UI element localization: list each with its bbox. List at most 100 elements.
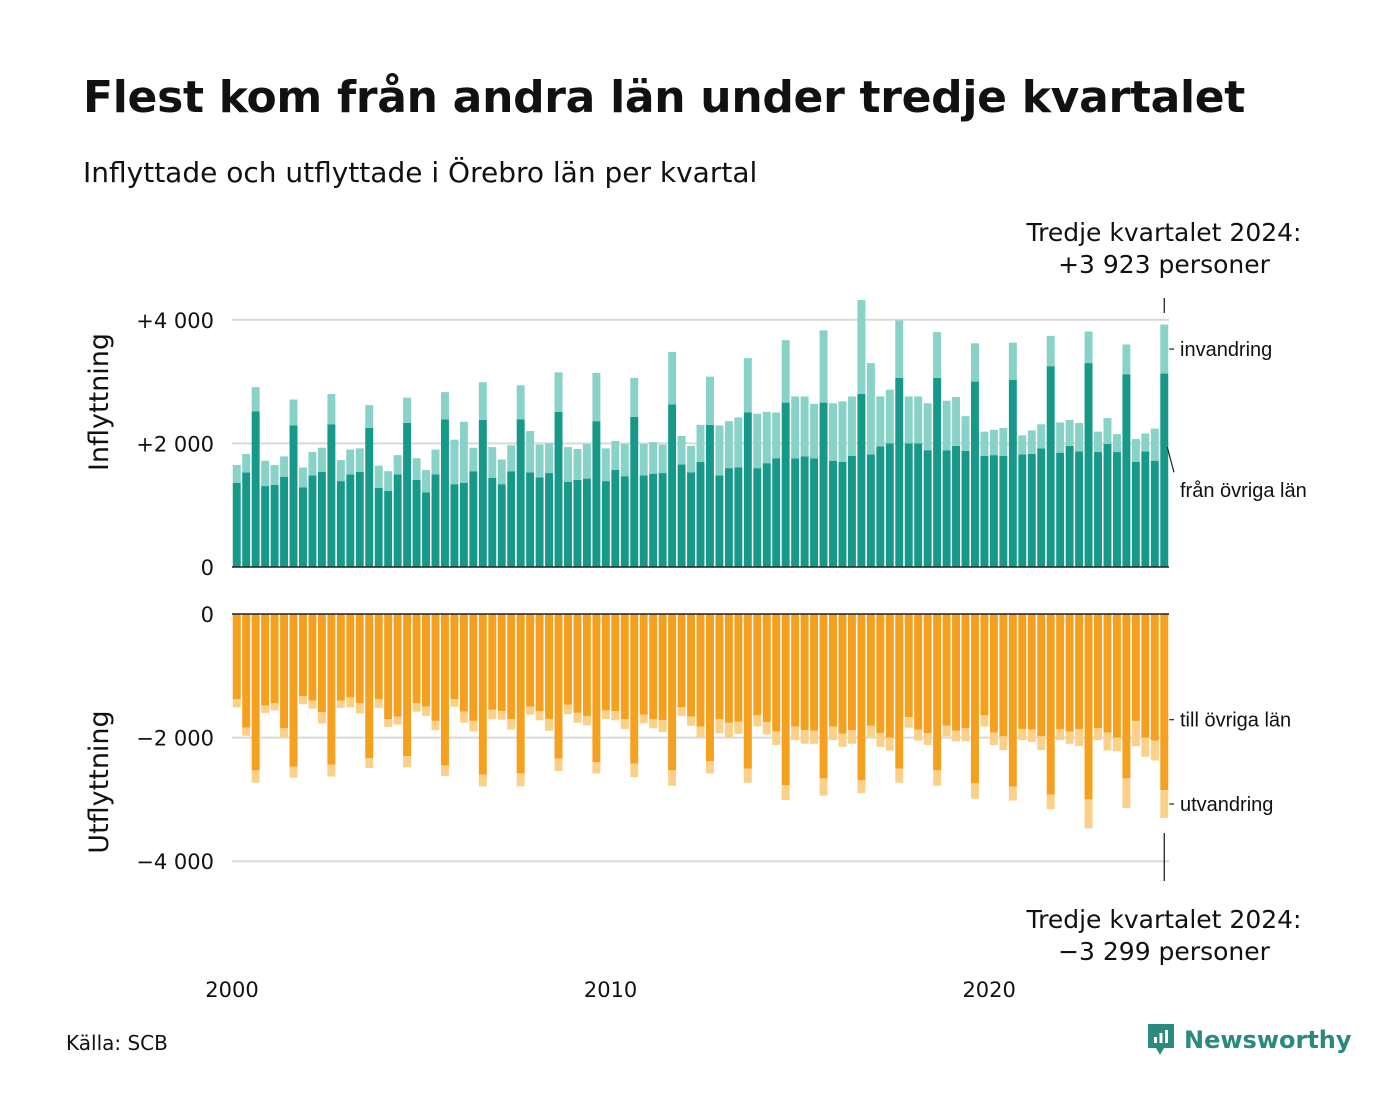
bar-fran-ovriga-lan — [970, 381, 979, 567]
y-tick-label-bottom: −2 000 — [136, 727, 214, 751]
bar-utvandring — [365, 757, 374, 768]
bar-till-ovriga-lan — [800, 614, 809, 731]
bar-fran-ovriga-lan — [1122, 374, 1131, 567]
bar-till-ovriga-lan — [488, 614, 497, 710]
bar-till-ovriga-lan — [999, 614, 1008, 737]
bar-till-ovriga-lan — [1037, 614, 1046, 737]
bar-utvandring — [431, 720, 440, 731]
bar-fran-ovriga-lan — [336, 481, 345, 567]
bar-till-ovriga-lan — [270, 614, 279, 703]
bar-invandring — [1131, 439, 1140, 462]
bar-invandring — [327, 393, 336, 425]
bar-till-ovriga-lan — [459, 614, 468, 712]
bar-till-ovriga-lan — [952, 614, 961, 731]
bar-utvandring — [639, 714, 648, 724]
bar-till-ovriga-lan — [762, 614, 771, 723]
bar-fran-ovriga-lan — [327, 424, 336, 567]
bar-invandring — [876, 396, 885, 447]
bar-utvandring — [270, 702, 279, 711]
bar-fran-ovriga-lan — [724, 468, 733, 567]
bar-invandring — [762, 411, 771, 464]
bar-fran-ovriga-lan — [810, 458, 819, 567]
bar-till-ovriga-lan — [639, 614, 648, 715]
bar-utvandring — [403, 756, 412, 768]
bar-utvandring — [1122, 778, 1131, 809]
bar-invandring — [1112, 434, 1121, 453]
bar-invandring — [1094, 431, 1102, 453]
bar-till-ovriga-lan — [573, 614, 582, 713]
bar-till-ovriga-lan — [1075, 614, 1084, 729]
bar-fran-ovriga-lan — [639, 475, 648, 567]
bar-fran-ovriga-lan — [743, 412, 752, 567]
bar-invandring — [961, 416, 970, 451]
bar-till-ovriga-lan — [1150, 614, 1159, 741]
bar-utvandring — [393, 716, 402, 725]
bar-invandring — [734, 417, 743, 468]
bar-fran-ovriga-lan — [412, 479, 421, 567]
bar-invandring — [535, 444, 544, 478]
bar-invandring — [365, 405, 374, 428]
bar-invandring — [289, 399, 298, 426]
bar-invandring — [516, 385, 525, 420]
bar-fran-ovriga-lan — [611, 469, 620, 567]
bar-invandring — [346, 449, 355, 475]
bar-fran-ovriga-lan — [374, 487, 383, 567]
bar-utvandring — [715, 719, 724, 734]
bar-fran-ovriga-lan — [829, 460, 837, 567]
bar-fran-ovriga-lan — [431, 474, 440, 567]
bar-till-ovriga-lan — [715, 614, 724, 720]
bar-invandring — [507, 445, 516, 472]
x-tick-label: 2020 — [962, 978, 1015, 1002]
bar-utvandring — [611, 711, 620, 721]
bar-invandring — [847, 396, 856, 456]
bar-utvandring — [772, 731, 781, 746]
bar-utvandring — [1112, 737, 1121, 752]
bar-fran-ovriga-lan — [772, 458, 781, 567]
bar-utvandring — [1046, 794, 1055, 810]
bar-invandring — [696, 424, 705, 462]
series-label-invandring: invandring — [1180, 339, 1272, 361]
bar-invandring — [242, 453, 251, 473]
bar-invandring — [412, 458, 421, 480]
bar-fran-ovriga-lan — [422, 492, 431, 567]
bar-invandring — [620, 444, 629, 477]
bar-fran-ovriga-lan — [687, 472, 696, 567]
bar-utvandring — [800, 730, 809, 744]
bar-invandring — [582, 444, 591, 479]
bar-till-ovriga-lan — [232, 614, 241, 700]
bar-utvandring — [989, 732, 998, 746]
bar-fran-ovriga-lan — [440, 419, 449, 567]
bar-utvandring — [1075, 728, 1084, 747]
bar-invandring — [649, 442, 658, 474]
bar-fran-ovriga-lan — [601, 481, 610, 567]
bar-invandring — [743, 358, 752, 413]
bar-fran-ovriga-lan — [866, 454, 875, 567]
bar-invandring — [488, 447, 497, 479]
bar-utvandring — [658, 720, 667, 733]
bar-fran-ovriga-lan — [450, 484, 459, 567]
bar-till-ovriga-lan — [1094, 614, 1102, 729]
bar-invandring — [611, 440, 620, 470]
bar-till-ovriga-lan — [1160, 614, 1169, 791]
bar-fran-ovriga-lan — [838, 461, 847, 567]
bar-fran-ovriga-lan — [526, 472, 535, 567]
bar-till-ovriga-lan — [1141, 614, 1150, 738]
y-axis-title-bottom: Utflyttning — [84, 710, 115, 853]
bar-till-ovriga-lan — [526, 614, 535, 707]
bar-utvandring — [895, 768, 904, 783]
bar-invandring — [639, 444, 648, 476]
chart-subtitle: Inflyttade och utflyttade i Örebro län p… — [83, 156, 758, 189]
bar-invandring — [885, 389, 894, 444]
annotation-bottom-line2: −3 299 personer — [1058, 937, 1271, 966]
bar-till-ovriga-lan — [1084, 614, 1093, 800]
bar-till-ovriga-lan — [422, 614, 431, 707]
bar-invandring — [317, 447, 326, 472]
bar-utvandring — [535, 711, 544, 721]
bar-till-ovriga-lan — [497, 614, 506, 712]
bar-utvandring — [866, 725, 875, 737]
y-tick-label-bottom: 0 — [201, 603, 214, 627]
bar-utvandring — [601, 710, 610, 720]
bar-invandring — [374, 465, 383, 488]
bar-invandring — [384, 471, 393, 491]
bar-fran-ovriga-lan — [582, 478, 591, 567]
